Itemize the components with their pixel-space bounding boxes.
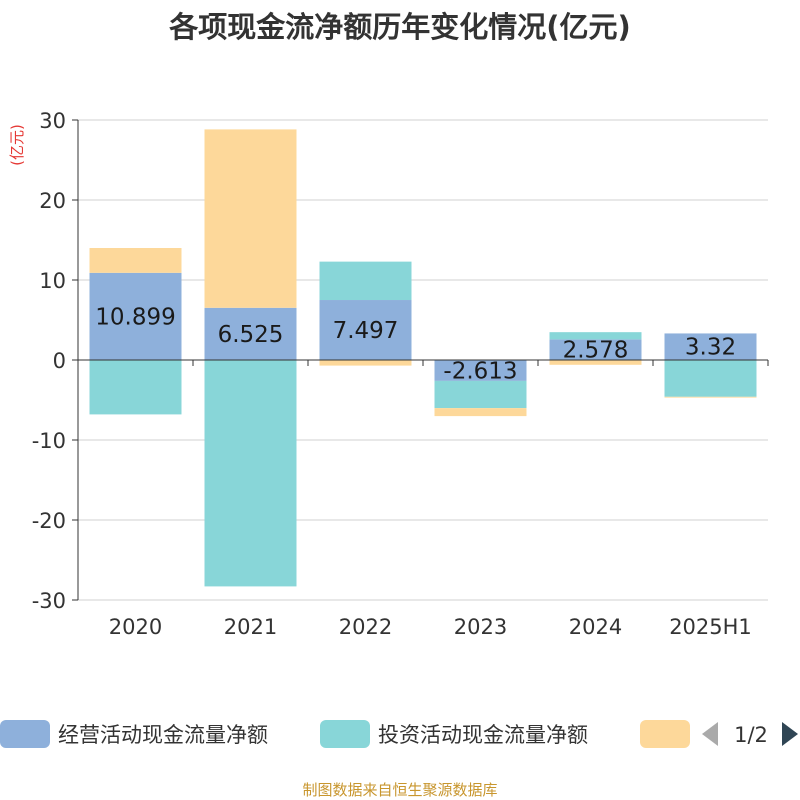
bar-labels: 10.899 6.525 7.497 -2.613 2.578 3.32: [95, 304, 736, 384]
data-label: -2.613: [443, 358, 517, 384]
y-tick-label: -10: [32, 429, 66, 453]
pager-next-icon: [782, 722, 798, 746]
bar-2025H1-series-0: [664, 333, 757, 360]
source-note: 制图数据来自恒生聚源数据库: [302, 781, 497, 799]
x-tick-label: 2022: [339, 615, 392, 639]
bar-2024-series-0: [549, 339, 642, 360]
x-tick-label: 2021: [224, 615, 277, 639]
bar-2021-series-1: [204, 360, 297, 587]
bar-2024-series-1: [549, 332, 642, 340]
legend-label: 经营活动现金流量净额: [58, 723, 268, 747]
pager-text: 1/2: [734, 723, 768, 747]
bar-2023-series-2: [434, 408, 527, 417]
y-axis-unit: (亿元): [8, 124, 26, 166]
bar-2020-series-0: [89, 272, 182, 360]
axes: 30 20 10 0 -10 -20 -30 2020 2021 2022 2023 2024 2025…: [32, 109, 769, 639]
bar-2023-series-1: [434, 380, 527, 409]
grid-lines: [78, 119, 768, 601]
data-label: 10.899: [95, 304, 175, 330]
legend: 经营活动现金流量净额 投资活动现金流量净额 1/2: [0, 720, 798, 748]
legend-swatch: [640, 720, 690, 748]
bar-2025H1-series-2: [664, 396, 757, 398]
bar-2022-series-1: [319, 261, 412, 301]
bar-2022-series-0: [319, 300, 412, 360]
x-tick-label: 2025H1: [669, 615, 752, 639]
bar-2020-series-2: [89, 248, 182, 273]
bar-2024-series-2: [549, 360, 642, 365]
legend-label: 投资活动现金流量净额: [378, 723, 588, 747]
y-tick-label: -30: [32, 589, 66, 613]
x-tick-label: 2020: [109, 615, 162, 639]
bars: [89, 129, 757, 587]
bar-2025H1-series-1: [664, 360, 757, 397]
data-label: 6.525: [218, 322, 284, 348]
x-tick-label: 2023: [454, 615, 507, 639]
bar-2021-series-2: [204, 129, 297, 308]
bar-2020-series-1: [89, 360, 182, 415]
x-tick-label: 2024: [569, 615, 622, 639]
data-label: 7.497: [333, 318, 399, 344]
y-tick-label: 30: [39, 109, 66, 133]
data-label: 2.578: [563, 338, 629, 364]
y-tick-label: 0: [53, 349, 66, 373]
pager-prev-icon: [702, 722, 718, 746]
legend-swatch: [320, 720, 370, 748]
data-label: 3.32: [685, 335, 736, 361]
y-tick-label: 10: [39, 269, 66, 293]
y-tick-label: -20: [32, 509, 66, 533]
chart-title: 各项现金流净额历年变化情况(亿元): [168, 10, 631, 44]
bar-2023-series-0: [434, 360, 527, 381]
legend-swatch: [0, 720, 50, 748]
bar-2022-series-2: [319, 360, 412, 366]
bar-2021-series-0: [204, 307, 297, 360]
y-tick-label: 20: [39, 189, 66, 213]
